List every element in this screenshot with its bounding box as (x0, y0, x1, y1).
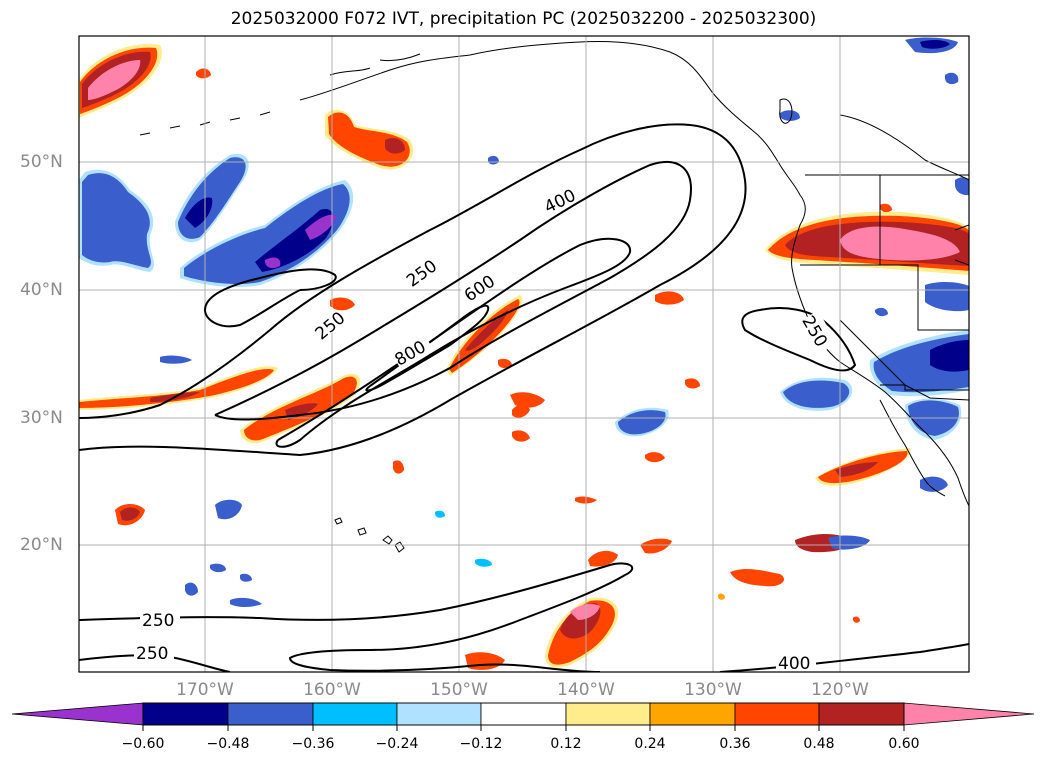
colorbar-segment (312, 702, 398, 726)
colorbar-segment (480, 702, 567, 726)
precip-negative-areas (79, 37, 969, 607)
colorbar-tick-label: −0.24 (375, 736, 419, 752)
colorbar-tick-label: −0.12 (459, 736, 503, 752)
ivt-contours (79, 123, 969, 672)
colorbar-tick-label: −0.60 (121, 736, 165, 752)
colorbar-tick-label: 0.12 (550, 736, 582, 752)
colorbar-segment (142, 702, 229, 726)
colorbar-segment (903, 702, 1035, 726)
longitude-label: 160°W (303, 680, 361, 700)
longitude-label: 120°W (811, 680, 869, 700)
colorbar-segment (11, 702, 144, 726)
plot-border (78, 35, 970, 673)
contour-label: 400 (778, 654, 810, 674)
plot-area (79, 36, 969, 672)
colorbar-segment (565, 702, 651, 726)
colorbar-tick-label: 0.60 (888, 736, 920, 752)
colorbar-segment (649, 702, 736, 726)
colorbar-tick-label: −0.36 (291, 736, 335, 752)
chart-title: 2025032000 F072 IVT, precipitation PC (2… (230, 9, 817, 29)
colorbar-segment (818, 702, 905, 726)
latitude-label: 40°N (20, 280, 63, 300)
coastlines (139, 41, 969, 553)
colorbar-tick-label: 0.36 (719, 736, 751, 752)
latitude-label: 30°N (20, 408, 63, 428)
gridlines (79, 36, 969, 672)
colorbar (11, 702, 1035, 731)
contour-label: 250 (136, 644, 168, 664)
longitude-label: 170°W (176, 680, 234, 700)
colorbar-tick-label: 0.24 (634, 736, 666, 752)
colorbar-segment (396, 702, 482, 726)
longitude-label: 140°W (557, 680, 615, 700)
precip-positive-areas (79, 44, 969, 670)
colorbar-segment (734, 702, 820, 726)
longitude-label: 130°W (684, 680, 742, 700)
latitude-label: 50°N (20, 152, 63, 172)
colorbar-tick-label: 0.48 (803, 736, 835, 752)
longitude-label: 150°W (430, 680, 488, 700)
contour-label: 250 (142, 611, 174, 631)
latitude-label: 20°N (20, 535, 63, 555)
colorbar-tick-label: −0.48 (206, 736, 250, 752)
colorbar-segment (227, 702, 314, 726)
